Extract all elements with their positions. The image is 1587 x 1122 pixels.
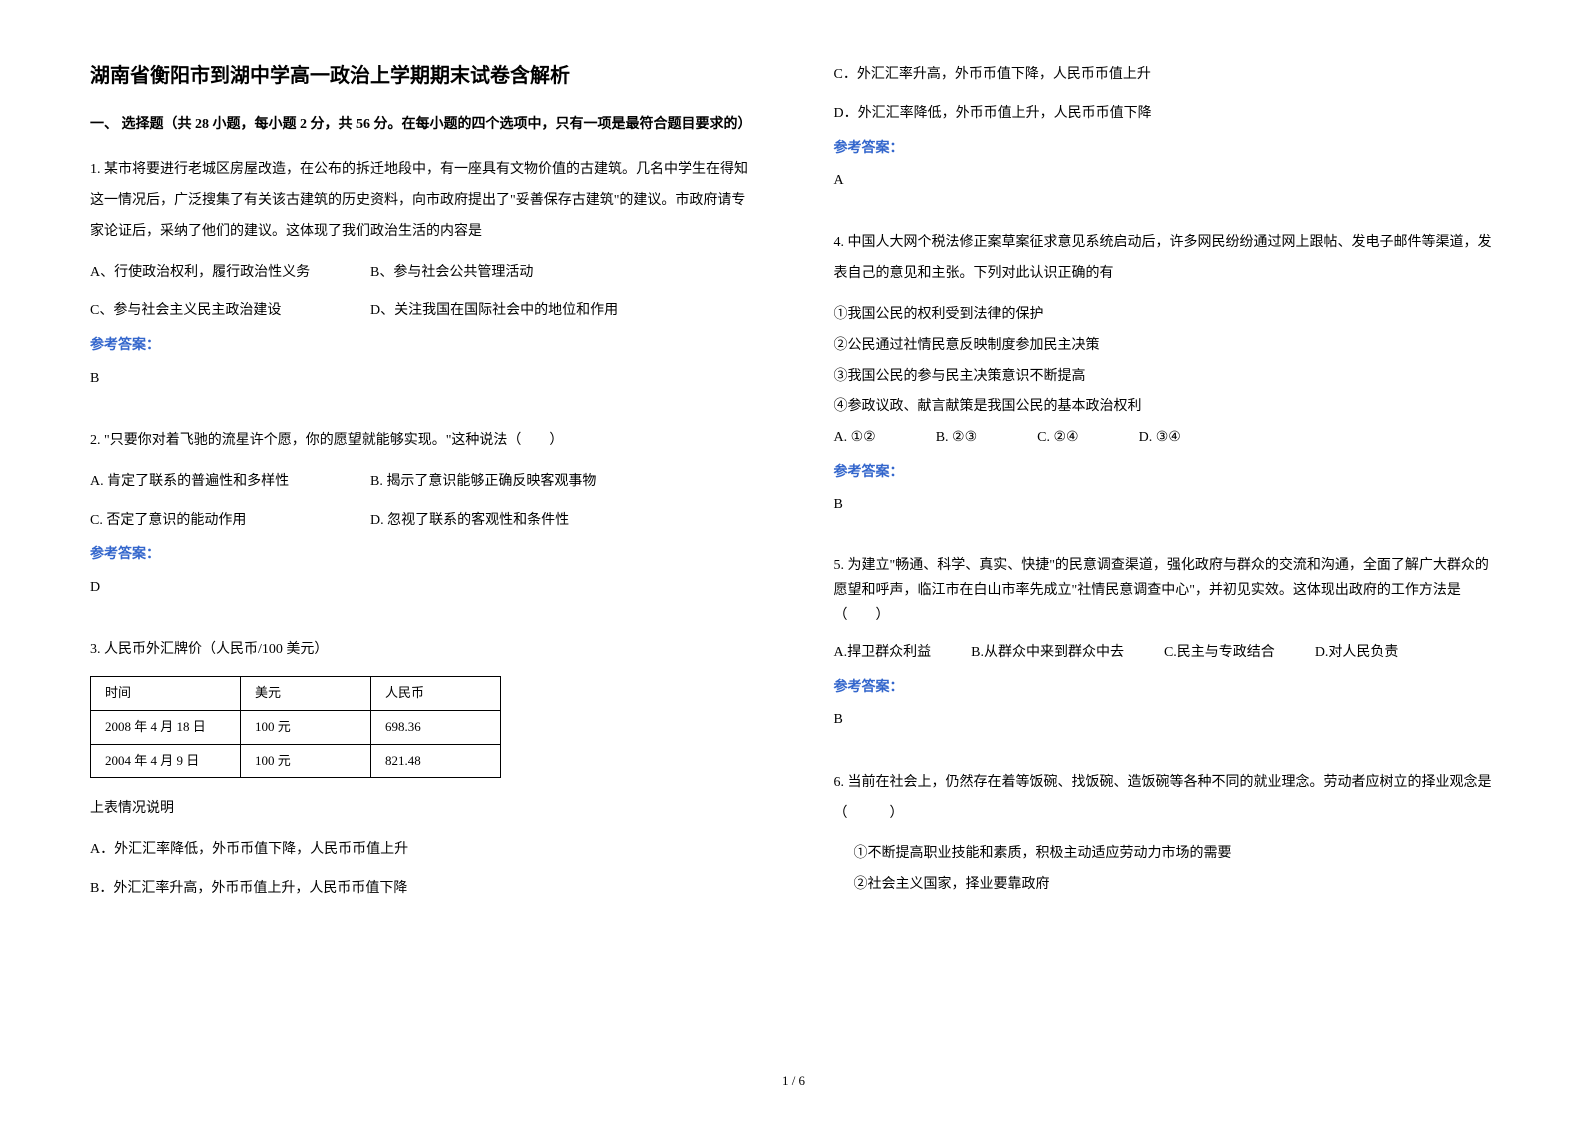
q1-text: 1. 某市将要进行老城区房屋改造，在公布的拆迁地段中，有一座具有文物价值的古建筑… <box>90 155 754 247</box>
q2-answer: D <box>90 577 754 599</box>
q1-answer: B <box>90 368 754 390</box>
q5-opt-a: A.捍卫群众利益 <box>834 638 932 669</box>
question-4: 4. 中国人大网个税法修正案草案征求意见系统启动后，许多网民纷纷通过网上跟帖、发… <box>834 228 1498 534</box>
q2-options-ab: A. 肯定了联系的普遍性和多样性 B. 揭示了意识能够正确反映客观事物 <box>90 467 754 498</box>
q4-opt-a: A. ①② <box>834 423 876 454</box>
q3-opt-a: A．外汇汇率降低，外币币值下降，人民币币值上升 <box>90 835 754 866</box>
q4-answer-label: 参考答案： <box>834 462 1498 484</box>
q1-opt-c: C、参与社会主义民主政治建设 <box>90 296 370 327</box>
table-cell: 美元 <box>241 676 371 710</box>
q3-subtext: 上表情况说明 <box>90 794 754 825</box>
q4-sub3: ③我国公民的参与民主决策意识不断提高 <box>834 362 1498 393</box>
question-2: 2. "只要你对着飞驰的流星许个愿，你的愿望就能够实现。"这种说法（ ） A. … <box>90 426 754 617</box>
q5-opt-b: B.从群众中来到群众中去 <box>971 638 1124 669</box>
question-3-cont: C．外汇汇率升高，外币币值下降，人民币币值上升 D．外汇汇率降低，外币币值上升，… <box>834 60 1498 210</box>
q3-opt-b: B．外汇汇率升高，外币币值上升，人民币币值下降 <box>90 874 754 905</box>
q2-opt-b: B. 揭示了意识能够正确反映客观事物 <box>370 467 596 498</box>
page-title: 湖南省衡阳市到湖中学高一政治上学期期末试卷含解析 <box>90 60 754 92</box>
q4-opt-b: B. ②③ <box>936 423 977 454</box>
question-5: 5. 为建立"畅通、科学、真实、快捷"的民意调查渠道，强化政府与群众的交流和沟通… <box>834 553 1498 750</box>
q2-opt-d: D. 忽视了联系的客观性和条件性 <box>370 506 569 537</box>
page-number: 1 / 6 <box>782 1071 805 1092</box>
table-cell: 100 元 <box>241 744 371 778</box>
q6-sub2: ②社会主义国家，择业要靠政府 <box>834 870 1498 901</box>
q1-opt-a: A、行使政治权利，履行政治性义务 <box>90 258 370 289</box>
question-1: 1. 某市将要进行老城区房屋改造，在公布的拆迁地段中，有一座具有文物价值的古建筑… <box>90 155 754 408</box>
left-column: 湖南省衡阳市到湖中学高一政治上学期期末试卷含解析 一、 选择题（共 28 小题，… <box>90 60 754 1062</box>
q1-options-ab: A、行使政治权利，履行政治性义务 B、参与社会公共管理活动 <box>90 258 754 289</box>
q3-opt-c: C．外汇汇率升高，外币币值下降，人民币币值上升 <box>834 60 1498 91</box>
q3-answer-label: 参考答案： <box>834 138 1498 160</box>
q2-options-cd: C. 否定了意识的能动作用 D. 忽视了联系的客观性和条件性 <box>90 506 754 537</box>
q5-answer-label: 参考答案： <box>834 677 1498 699</box>
q6-text: 6. 当前在社会上，仍然存在着等饭碗、找饭碗、造饭碗等各种不同的就业理念。劳动者… <box>834 768 1498 830</box>
q4-sub4: ④参政议政、献言献策是我国公民的基本政治权利 <box>834 392 1498 423</box>
q2-opt-a: A. 肯定了联系的普遍性和多样性 <box>90 467 370 498</box>
q4-opt-c: C. ②④ <box>1037 423 1078 454</box>
q1-opt-b: B、参与社会公共管理活动 <box>370 258 533 289</box>
table-cell: 人民币 <box>371 676 501 710</box>
table-cell: 2004 年 4 月 9 日 <box>91 744 241 778</box>
table-cell: 100 元 <box>241 710 371 744</box>
q1-options-cd: C、参与社会主义民主政治建设 D、关注我国在国际社会中的地位和作用 <box>90 296 754 327</box>
q3-table: 时间 美元 人民币 2008 年 4 月 18 日 100 元 698.36 2… <box>90 676 501 778</box>
q3-answer: A <box>834 170 1498 192</box>
q1-opt-d: D、关注我国在国际社会中的地位和作用 <box>370 296 618 327</box>
q3-opt-d: D．外汇汇率降低，外币币值上升，人民币币值下降 <box>834 99 1498 130</box>
question-6: 6. 当前在社会上，仍然存在着等饭碗、找饭碗、造饭碗等各种不同的就业理念。劳动者… <box>834 768 1498 901</box>
q6-sub1: ①不断提高职业技能和素质，积极主动适应劳动力市场的需要 <box>834 839 1498 870</box>
q5-options: A.捍卫群众利益 B.从群众中来到群众中去 C.民主与专政结合 D.对人民负责 <box>834 638 1498 669</box>
table-cell: 时间 <box>91 676 241 710</box>
q4-opt-d: D. ③④ <box>1139 423 1181 454</box>
q2-text: 2. "只要你对着飞驰的流星许个愿，你的愿望就能够实现。"这种说法（ ） <box>90 426 754 457</box>
table-cell: 2008 年 4 月 18 日 <box>91 710 241 744</box>
table-cell: 821.48 <box>371 744 501 778</box>
table-row: 2004 年 4 月 9 日 100 元 821.48 <box>91 744 501 778</box>
q4-options: A. ①② B. ②③ C. ②④ D. ③④ <box>834 423 1498 454</box>
q5-opt-c: C.民主与专政结合 <box>1164 638 1275 669</box>
section-header: 一、 选择题（共 28 小题，每小题 2 分，共 56 分。在每小题的四个选项中… <box>90 112 754 137</box>
question-3: 3. 人民币外汇牌价（人民币/100 美元） 时间 美元 人民币 2008 年 … <box>90 635 754 913</box>
q4-sub2: ②公民通过社情民意反映制度参加民主决策 <box>834 331 1498 362</box>
table-cell: 698.36 <box>371 710 501 744</box>
table-row: 2008 年 4 月 18 日 100 元 698.36 <box>91 710 501 744</box>
q4-sub1: ①我国公民的权利受到法律的保护 <box>834 300 1498 331</box>
q5-text: 5. 为建立"畅通、科学、真实、快捷"的民意调查渠道，强化政府与群众的交流和沟通… <box>834 553 1498 629</box>
q4-answer: B <box>834 494 1498 516</box>
q2-answer-label: 参考答案： <box>90 544 754 566</box>
q5-opt-d: D.对人民负责 <box>1315 638 1399 669</box>
right-column: C．外汇汇率升高，外币币值下降，人民币币值上升 D．外汇汇率降低，外币币值上升，… <box>834 60 1498 1062</box>
q1-answer-label: 参考答案： <box>90 335 754 357</box>
table-row: 时间 美元 人民币 <box>91 676 501 710</box>
q2-opt-c: C. 否定了意识的能动作用 <box>90 506 370 537</box>
q4-text: 4. 中国人大网个税法修正案草案征求意见系统启动后，许多网民纷纷通过网上跟帖、发… <box>834 228 1498 290</box>
q5-answer: B <box>834 709 1498 731</box>
q3-text: 3. 人民币外汇牌价（人民币/100 美元） <box>90 635 754 666</box>
